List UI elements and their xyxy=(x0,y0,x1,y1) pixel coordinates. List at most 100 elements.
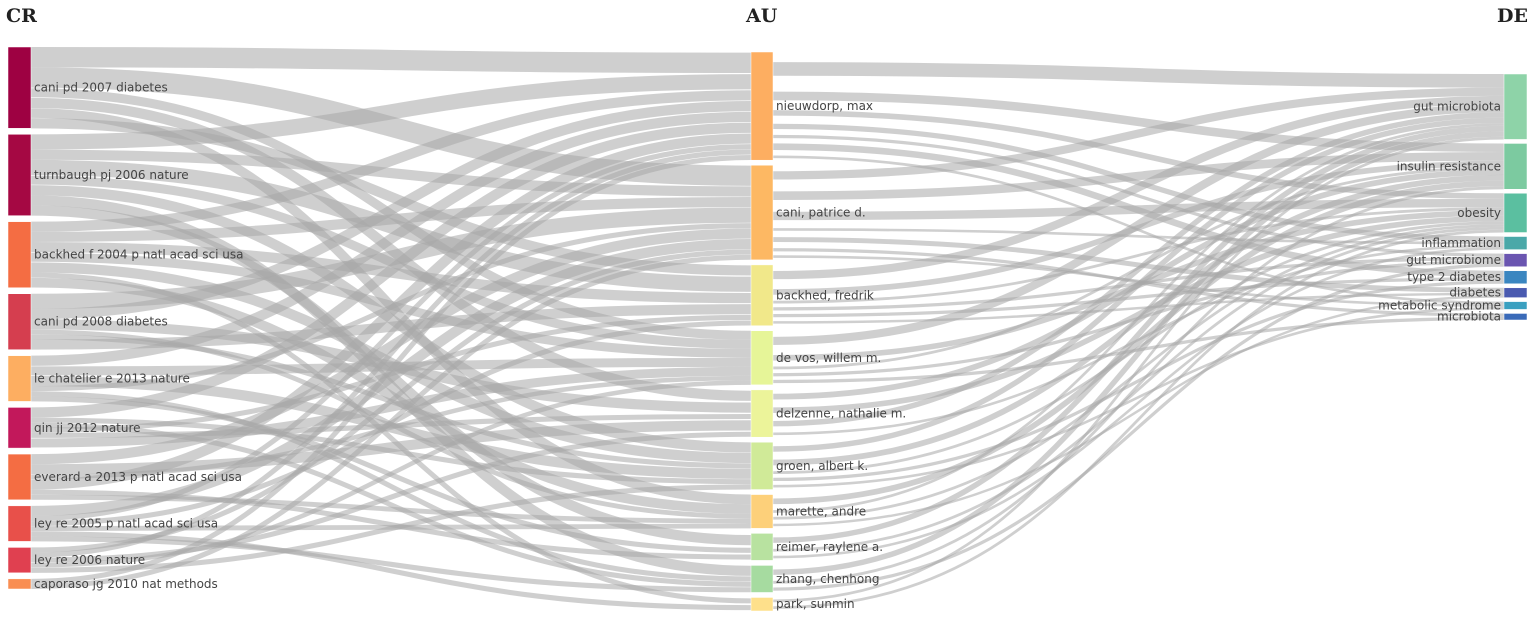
au-node-bar[interactable] xyxy=(750,51,774,161)
au-node-bar[interactable] xyxy=(750,441,774,490)
cr-node-bar[interactable] xyxy=(7,355,32,402)
cr-node[interactable]: ley re 2006 nature xyxy=(7,547,145,574)
de-node[interactable]: gut microbiota xyxy=(1413,73,1528,140)
au-node-label: de vos, willem m. xyxy=(776,351,881,365)
de-node-label: inflammation xyxy=(1421,236,1501,250)
cr-au-link-45 xyxy=(30,144,752,522)
de-node[interactable]: metabolic syndrome xyxy=(1378,299,1528,313)
au-node[interactable]: park, sunmin xyxy=(750,597,855,612)
au-node-label: marette, andre xyxy=(776,504,866,518)
de-node[interactable]: microbiota xyxy=(1437,310,1528,324)
de-node-bar[interactable] xyxy=(1503,73,1528,140)
cr-node-label: ley re 2005 p natl acad sci usa xyxy=(34,517,218,531)
cr-node[interactable]: cani pd 2008 diabetes xyxy=(7,293,168,350)
au-node-bar[interactable] xyxy=(750,565,774,593)
au-node-bar[interactable] xyxy=(750,494,774,529)
cr-node[interactable]: turnbaugh pj 2006 nature xyxy=(7,134,189,216)
nodes-layer: cani pd 2007 diabetes turnbaugh pj 2006 n… xyxy=(7,46,1528,612)
au-node[interactable]: backhed, fredrik xyxy=(750,264,874,327)
au-node[interactable]: zhang, chenhong xyxy=(750,565,879,593)
cr-node-bar[interactable] xyxy=(7,547,32,574)
au-de-link-4 xyxy=(772,134,1505,257)
de-node[interactable]: type 2 diabetes xyxy=(1407,270,1528,285)
de-node-label: gut microbiome xyxy=(1406,253,1501,267)
cr-node-label: ley re 2006 nature xyxy=(34,553,145,567)
de-node-bar[interactable] xyxy=(1503,301,1528,310)
de-node[interactable]: diabetes xyxy=(1449,286,1528,300)
cr-node-label: turnbaugh pj 2006 nature xyxy=(34,168,189,182)
cr-node[interactable]: qin jj 2012 nature xyxy=(7,407,141,449)
au-node-bar[interactable] xyxy=(750,533,774,561)
au-node[interactable]: delzenne, nathalie m. xyxy=(750,389,906,438)
cr-node-bar[interactable] xyxy=(7,453,32,501)
de-node[interactable]: inflammation xyxy=(1421,236,1528,250)
au-de-link-30 xyxy=(772,174,1505,466)
au-de-link-35 xyxy=(772,123,1505,513)
au-de-link-18 xyxy=(772,277,1505,318)
au-node-label: backhed, fredrik xyxy=(776,288,874,302)
au-node[interactable]: cani, patrice d. xyxy=(750,164,866,261)
au-node[interactable]: reimer, raylene a. xyxy=(750,533,883,561)
de-node[interactable]: obesity xyxy=(1457,193,1528,233)
cr-node-label: caporaso jg 2010 nat methods xyxy=(34,577,218,591)
au-node-label: park, sunmin xyxy=(776,597,855,611)
au-de-link-11 xyxy=(772,237,1505,293)
au-de-link-42 xyxy=(772,186,1505,584)
au-de-link-20 xyxy=(772,103,1505,345)
cr-node-bar[interactable] xyxy=(7,578,32,590)
column-title-au: AU xyxy=(745,5,778,27)
cr-node-bar[interactable] xyxy=(7,134,32,216)
au-de-link-37 xyxy=(772,295,1505,527)
de-node-label: type 2 diabetes xyxy=(1407,270,1501,284)
au-de-link-16 xyxy=(772,207,1505,304)
au-node-bar[interactable] xyxy=(750,264,774,327)
cr-au-link-30 xyxy=(30,391,752,582)
column-title-de: DE xyxy=(1497,5,1528,27)
cr-node-label: le chatelier e 2013 nature xyxy=(34,372,190,386)
cr-node-bar[interactable] xyxy=(7,505,32,542)
cr-node-bar[interactable] xyxy=(7,221,32,288)
de-node-bar[interactable] xyxy=(1503,253,1528,267)
cr-au-link-7 xyxy=(30,149,752,197)
cr-node[interactable]: caporaso jg 2010 nat methods xyxy=(7,577,218,591)
au-node-label: cani, patrice d. xyxy=(776,206,866,220)
cr-node[interactable]: cani pd 2007 diabetes xyxy=(7,46,168,129)
cr-node-bar[interactable] xyxy=(7,293,32,350)
cr-node[interactable]: everard a 2013 p natl acad sci usa xyxy=(7,453,242,501)
au-de-link-45 xyxy=(772,229,1505,610)
au-node-bar[interactable] xyxy=(750,330,774,386)
cr-au-link-37 xyxy=(30,366,752,448)
de-node[interactable]: insulin resistance xyxy=(1397,143,1528,190)
au-node[interactable]: de vos, willem m. xyxy=(750,330,881,386)
de-node-bar[interactable] xyxy=(1503,236,1528,250)
au-de-link-19 xyxy=(772,292,1505,324)
links-layer xyxy=(30,47,1505,611)
cr-au-link-6 xyxy=(30,74,752,150)
cr-au-link-41 xyxy=(30,133,752,490)
au-de-link-33 xyxy=(772,306,1505,488)
cr-au-link-20 xyxy=(30,207,752,309)
de-node-bar[interactable] xyxy=(1503,287,1528,298)
au-node-bar[interactable] xyxy=(750,597,774,612)
au-node[interactable]: marette, andre xyxy=(750,494,866,529)
au-de-link-43 xyxy=(772,263,1505,591)
cr-node-bar[interactable] xyxy=(7,407,32,449)
au-node-bar[interactable] xyxy=(750,389,774,438)
cr-node[interactable]: ley re 2005 p natl acad sci usa xyxy=(7,505,218,542)
au-node[interactable]: nieuwdorp, max xyxy=(750,51,873,161)
cr-node-bar[interactable] xyxy=(7,46,32,129)
au-node[interactable]: groen, albert k. xyxy=(750,441,868,490)
de-node-bar[interactable] xyxy=(1503,313,1528,321)
au-de-link-31 xyxy=(772,221,1505,475)
au-node-bar[interactable] xyxy=(750,164,774,261)
cr-node-label: cani pd 2008 diabetes xyxy=(34,315,168,329)
cr-node[interactable]: le chatelier e 2013 nature xyxy=(7,355,190,402)
de-node-bar[interactable] xyxy=(1503,143,1528,190)
cr-au-link-13 xyxy=(30,90,752,232)
au-node-label: zhang, chenhong xyxy=(776,572,879,586)
cr-node[interactable]: backhed f 2004 p natl acad sci usa xyxy=(7,221,244,288)
cr-node-label: qin jj 2012 nature xyxy=(34,421,141,435)
de-node-bar[interactable] xyxy=(1503,193,1528,233)
de-node[interactable]: gut microbiome xyxy=(1406,253,1528,267)
de-node-bar[interactable] xyxy=(1503,270,1528,285)
